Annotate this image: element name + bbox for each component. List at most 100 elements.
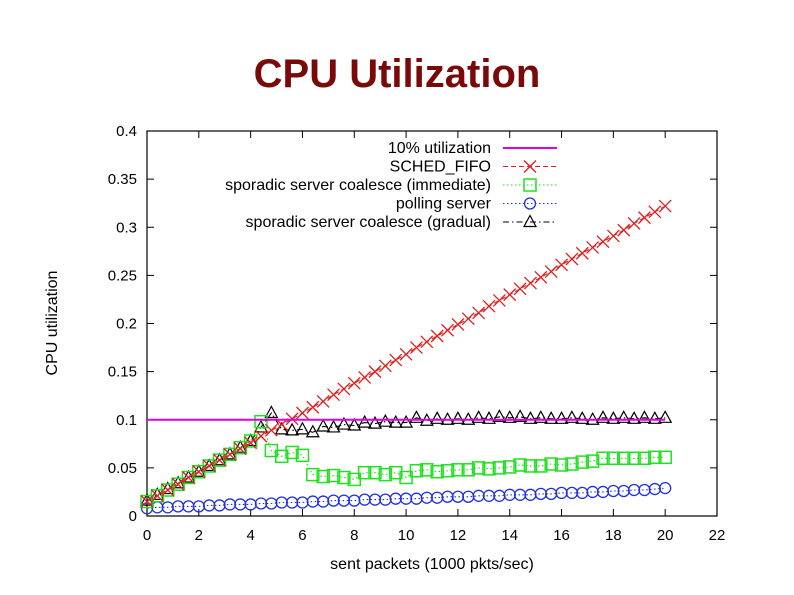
data-point (523, 459, 538, 473)
data-point (616, 451, 631, 465)
series-line (146, 420, 666, 503)
data-point (451, 318, 465, 331)
x-tick-label: 16 (553, 527, 570, 544)
data-point (502, 460, 517, 474)
data-point (171, 500, 185, 513)
legend-label: SCHED_FIFO (390, 159, 491, 176)
data-point (513, 488, 527, 501)
data-point (565, 252, 579, 266)
y-tick-label: 0.35 (108, 171, 137, 188)
data-point (523, 411, 538, 424)
data-point (534, 459, 548, 473)
data-point (181, 471, 195, 484)
data-point (306, 400, 320, 414)
data-point (441, 323, 455, 337)
data-point (420, 463, 434, 477)
data-point (492, 461, 507, 475)
data-point (523, 276, 537, 290)
data-point (606, 451, 621, 465)
data-point (305, 424, 320, 438)
data-point (554, 411, 569, 424)
data-point (368, 365, 382, 379)
data-point (275, 496, 288, 509)
data-point (399, 347, 413, 361)
x-tick-label: 18 (605, 527, 622, 544)
data-point (616, 410, 631, 423)
x-tick-label: 20 (657, 527, 674, 544)
y-axis-label: CPU utilization (44, 271, 61, 376)
data-point (244, 436, 258, 450)
data-point (181, 469, 196, 483)
data-point (327, 388, 341, 402)
data-point (388, 465, 403, 480)
data-point (295, 448, 310, 463)
data-point (607, 484, 620, 498)
data-point (358, 493, 371, 506)
data-point (492, 293, 506, 307)
data-point (627, 411, 642, 424)
data-point (161, 483, 175, 497)
data-point (648, 205, 662, 219)
data-point (203, 499, 216, 512)
data-point (554, 458, 569, 472)
data-point (378, 467, 393, 482)
y-tick-label: 0.4 (116, 123, 137, 140)
data-point (316, 418, 331, 432)
data-point (627, 216, 641, 230)
data-point (399, 414, 414, 428)
data-point (585, 454, 600, 468)
data-point (564, 410, 579, 423)
data-point (316, 469, 330, 484)
data-point (254, 414, 268, 429)
data-point (171, 477, 185, 491)
series-1 (140, 199, 672, 509)
data-point (140, 495, 154, 509)
series-line (146, 487, 666, 509)
data-point (244, 498, 257, 511)
x-tick-label: 10 (398, 527, 415, 544)
data-point (440, 464, 455, 478)
legend-entry: SCHED_FIFO (390, 159, 557, 176)
legend-label: sporadic server coalesce (gradual) (246, 214, 491, 231)
data-point (658, 410, 673, 423)
data-point (472, 306, 486, 320)
data-point (637, 410, 652, 423)
data-point (627, 451, 641, 465)
legend-entry: sporadic server coalesce (immediate) (225, 177, 557, 194)
data-point (358, 370, 372, 384)
data-point (555, 258, 569, 272)
data-point (285, 445, 299, 460)
data-point (326, 468, 341, 483)
y-tick-label: 0 (129, 508, 137, 525)
data-point (585, 411, 600, 425)
data-point (586, 241, 600, 254)
data-point (450, 411, 465, 424)
data-point (481, 411, 497, 424)
data-point (513, 458, 527, 472)
data-point (638, 483, 651, 497)
data-point (202, 459, 216, 473)
series-4 (139, 405, 673, 506)
x-tick-label: 0 (143, 527, 151, 544)
data-point (285, 422, 300, 436)
data-point (430, 411, 445, 424)
data-point (171, 475, 186, 489)
data-point (637, 451, 652, 465)
legend-entry: polling server (396, 196, 557, 213)
data-point (471, 410, 486, 423)
data-point (596, 451, 610, 465)
data-point (503, 288, 517, 302)
data-point (617, 223, 631, 237)
data-point (658, 450, 672, 465)
data-point (648, 450, 662, 465)
legend-label: polling server (396, 196, 492, 213)
data-point (544, 457, 558, 471)
data-point (264, 405, 279, 419)
data-point (420, 335, 434, 349)
data-point (430, 464, 444, 479)
data-point (647, 411, 662, 424)
data-point (482, 462, 496, 476)
data-point (222, 446, 237, 460)
data-point (150, 489, 164, 503)
